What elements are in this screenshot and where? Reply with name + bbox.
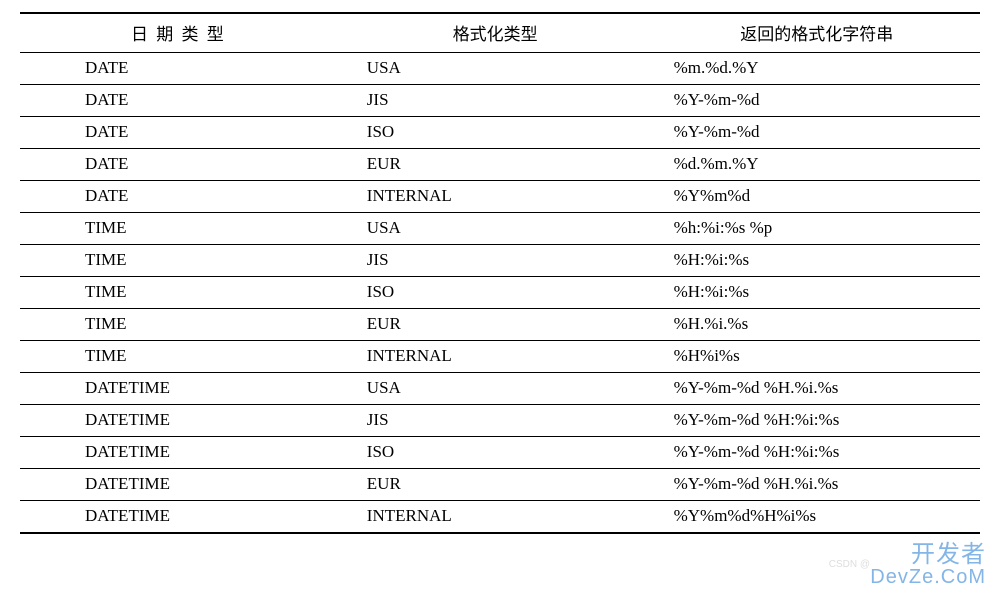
table-cell: %H.%i.%s — [654, 309, 980, 341]
table-body: DATEUSA%m.%d.%YDATEJIS%Y-%m-%dDATEISO%Y-… — [20, 53, 980, 534]
table-cell: JIS — [337, 245, 654, 277]
table-row: DATETIMEUSA%Y-%m-%d %H.%i.%s — [20, 373, 980, 405]
table-cell: DATE — [20, 149, 337, 181]
table-cell: USA — [337, 213, 654, 245]
col-header-format-string: 返回的格式化字符串 — [654, 13, 980, 53]
table-cell: TIME — [20, 213, 337, 245]
faint-watermark: CSDN @ — [829, 559, 870, 570]
table-cell: USA — [337, 373, 654, 405]
table-row: TIMEEUR%H.%i.%s — [20, 309, 980, 341]
table-cell: DATETIME — [20, 469, 337, 501]
table-cell: %Y-%m-%d — [654, 85, 980, 117]
table-cell: EUR — [337, 149, 654, 181]
table-cell: %Y%m%d%H%i%s — [654, 501, 980, 534]
table-cell: INTERNAL — [337, 181, 654, 213]
table-cell: EUR — [337, 469, 654, 501]
table-cell: %m.%d.%Y — [654, 53, 980, 85]
col-header-format-type: 格式化类型 — [337, 13, 654, 53]
table-cell: %d.%m.%Y — [654, 149, 980, 181]
format-table-container: 日 期 类 型 格式化类型 返回的格式化字符串 DATEUSA%m.%d.%YD… — [0, 0, 1000, 534]
table-row: DATEJIS%Y-%m-%d — [20, 85, 980, 117]
table-cell: DATETIME — [20, 405, 337, 437]
table-cell: TIME — [20, 309, 337, 341]
table-row: DATETIMEEUR%Y-%m-%d %H.%i.%s — [20, 469, 980, 501]
table-cell: DATE — [20, 53, 337, 85]
table-cell: %Y-%m-%d %H.%i.%s — [654, 469, 980, 501]
table-cell: DATE — [20, 181, 337, 213]
table-cell: %H:%i:%s — [654, 245, 980, 277]
table-cell: %Y-%m-%d %H.%i.%s — [654, 373, 980, 405]
table-row: TIMEISO%H:%i:%s — [20, 277, 980, 309]
table-cell: TIME — [20, 277, 337, 309]
table-header-row: 日 期 类 型 格式化类型 返回的格式化字符串 — [20, 13, 980, 53]
table-cell: %Y-%m-%d — [654, 117, 980, 149]
table-cell: %Y-%m-%d %H:%i:%s — [654, 405, 980, 437]
format-table: 日 期 类 型 格式化类型 返回的格式化字符串 DATEUSA%m.%d.%YD… — [20, 12, 980, 534]
table-cell: DATETIME — [20, 501, 337, 534]
table-cell: %h:%i:%s %p — [654, 213, 980, 245]
table-row: DATEUSA%m.%d.%Y — [20, 53, 980, 85]
table-row: DATETIMEJIS%Y-%m-%d %H:%i:%s — [20, 405, 980, 437]
table-row: DATEISO%Y-%m-%d — [20, 117, 980, 149]
table-cell: USA — [337, 53, 654, 85]
table-cell: %H%i%s — [654, 341, 980, 373]
table-cell: DATETIME — [20, 437, 337, 469]
table-cell: %Y%m%d — [654, 181, 980, 213]
table-row: DATETIMEISO%Y-%m-%d %H:%i:%s — [20, 437, 980, 469]
table-cell: ISO — [337, 277, 654, 309]
table-cell: %Y-%m-%d %H:%i:%s — [654, 437, 980, 469]
table-row: TIMEUSA%h:%i:%s %p — [20, 213, 980, 245]
table-row: TIMEINTERNAL%H%i%s — [20, 341, 980, 373]
watermark-line1: 开发者 — [870, 542, 986, 567]
watermark-line2: DevZe.CoM — [870, 567, 986, 588]
table-cell: DATETIME — [20, 373, 337, 405]
table-row: DATEEUR%d.%m.%Y — [20, 149, 980, 181]
table-cell: DATE — [20, 85, 337, 117]
table-cell: ISO — [337, 437, 654, 469]
table-cell: INTERNAL — [337, 501, 654, 534]
table-cell: INTERNAL — [337, 341, 654, 373]
table-cell: ISO — [337, 117, 654, 149]
table-row: TIMEJIS%H:%i:%s — [20, 245, 980, 277]
table-cell: TIME — [20, 245, 337, 277]
table-cell: %H:%i:%s — [654, 277, 980, 309]
table-cell: EUR — [337, 309, 654, 341]
watermark: 开发者 DevZe.CoM — [870, 542, 986, 588]
table-cell: DATE — [20, 117, 337, 149]
table-cell: JIS — [337, 405, 654, 437]
table-row: DATEINTERNAL%Y%m%d — [20, 181, 980, 213]
table-cell: JIS — [337, 85, 654, 117]
table-row: DATETIMEINTERNAL%Y%m%d%H%i%s — [20, 501, 980, 534]
col-header-date-type: 日 期 类 型 — [20, 13, 337, 53]
table-cell: TIME — [20, 341, 337, 373]
